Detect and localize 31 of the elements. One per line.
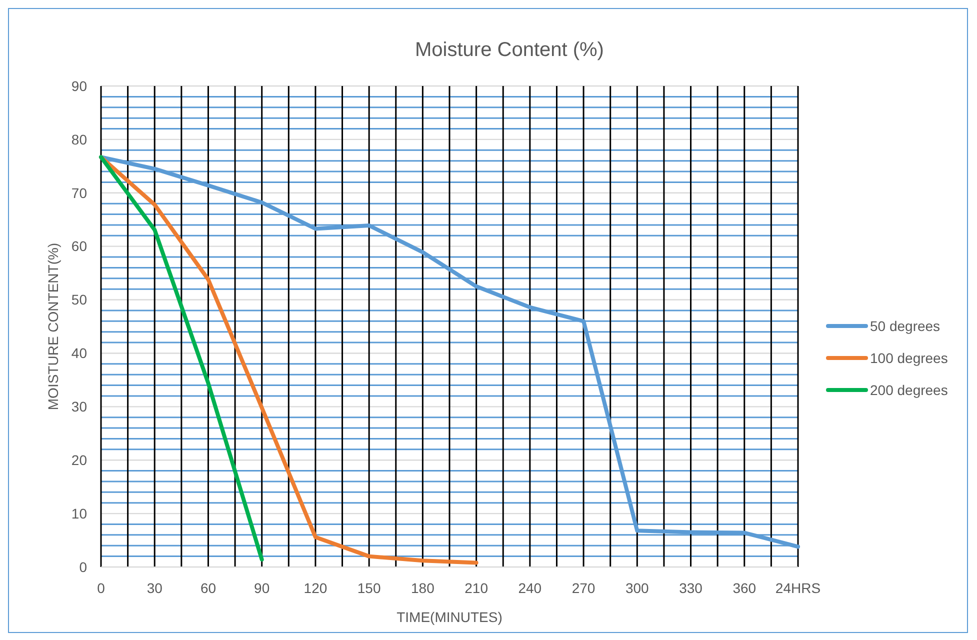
x-tick-label: 270 <box>572 580 596 596</box>
x-tick-label: 180 <box>411 580 435 596</box>
y-tick-label: 0 <box>79 558 88 575</box>
x-tick-label: 360 <box>732 580 756 596</box>
y-tick-label: 70 <box>71 184 88 201</box>
y-axis-title: MOISTURE CONTENT(%) <box>45 242 61 410</box>
x-tick-label: 330 <box>679 580 703 596</box>
legend-label: 200 degrees <box>870 382 948 398</box>
y-tick-label: 40 <box>71 345 88 362</box>
x-axis-title: TIME(MINUTES) <box>396 609 502 625</box>
line-series <box>99 155 264 562</box>
x-tick-label: 300 <box>625 580 650 596</box>
chart-title: Moisture Content (%) <box>415 39 604 61</box>
x-tick-label: 0 <box>97 580 106 596</box>
y-tick-label: 80 <box>71 131 88 148</box>
y-tick-label: 20 <box>71 452 88 468</box>
y-tick-label: 60 <box>71 238 88 254</box>
y-tick-label: 30 <box>71 398 88 415</box>
x-tick-label: 210 <box>464 580 488 596</box>
legend-label: 100 degrees <box>870 350 948 366</box>
x-tick-label: 150 <box>357 580 381 596</box>
x-tick-label: 24HRS <box>775 580 821 596</box>
y-tick-label: 90 <box>71 78 88 94</box>
legend-label: 50 degrees <box>870 318 940 334</box>
x-tick-label: 120 <box>304 580 328 596</box>
x-tick-label: 60 <box>200 580 216 596</box>
x-tick-label: 90 <box>254 580 270 596</box>
y-tick-label: 10 <box>71 505 88 522</box>
x-tick-label: 30 <box>146 580 163 596</box>
x-tick-label: 240 <box>518 580 542 596</box>
y-tick-label: 50 <box>71 292 88 308</box>
